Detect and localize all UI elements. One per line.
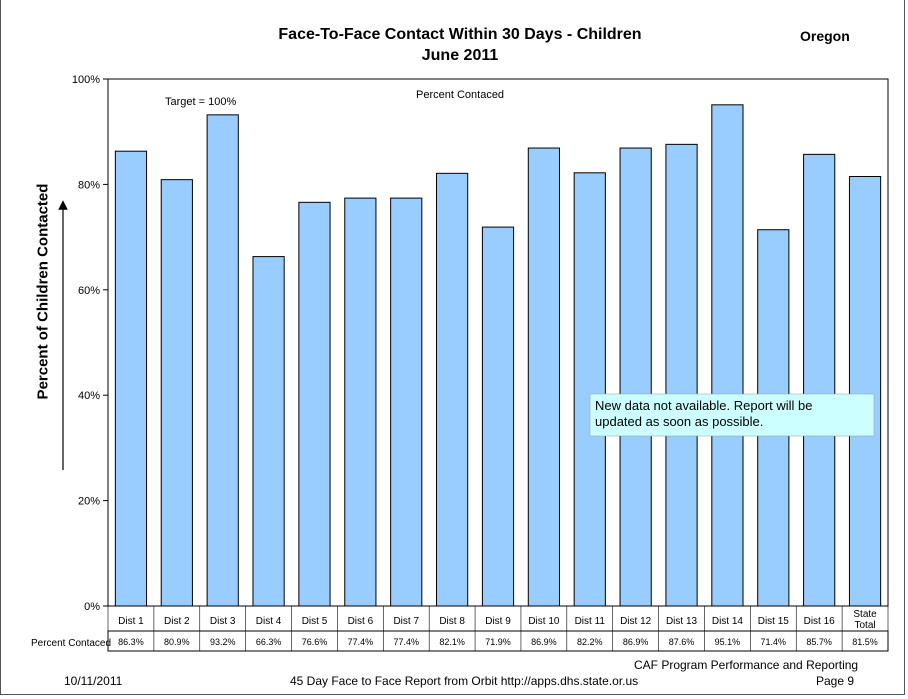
state-label: Oregon <box>800 28 850 44</box>
data-label: 87.6% <box>669 637 695 647</box>
footer-dept: CAF Program Performance and Reporting <box>634 658 859 672</box>
footer-date: 10/11/2011 <box>64 674 123 688</box>
bar-chart: 0%20%40%60%80%100% Dist 1 Dist 2 Dist 3 Dis… <box>31 74 889 652</box>
data-label: 86.9% <box>531 637 557 647</box>
y-tick-label: 20% <box>78 496 100 508</box>
bar <box>252 256 285 607</box>
bar <box>527 147 560 607</box>
notice-line-2: updated as soon as possible. <box>595 414 763 429</box>
x-tick-label: Dist 14 <box>712 616 744 627</box>
data-label: 86.3% <box>118 637 144 647</box>
bar <box>160 179 193 607</box>
x-tick-label: Dist 2 <box>164 616 190 627</box>
data-label: 66.3% <box>256 637 282 647</box>
table-row-frame <box>107 630 889 652</box>
x-tick-label: Dist 9 <box>485 616 511 627</box>
x-tick-label: Dist 1 <box>118 616 144 627</box>
data-label: 95.1% <box>715 637 741 647</box>
bar <box>344 197 377 607</box>
x-tick-label: Dist 5 <box>302 616 328 627</box>
x-tick-label: Dist 12 <box>620 616 652 627</box>
x-tick-label: Dist 10 <box>528 616 560 627</box>
bar <box>436 172 469 607</box>
x-tick-label: Dist 7 <box>393 616 419 627</box>
data-label: 71.4% <box>761 637 787 647</box>
bar <box>298 201 331 607</box>
footer-source: 45 Day Face to Face Report from Orbit ht… <box>290 674 639 688</box>
table-row-label: Percent Contaced <box>31 638 111 649</box>
bar <box>619 147 652 607</box>
table-row: 86.3% 80.9% 93.2% 66.3% 76.6% 77.4% 77.4% 82.1%… <box>118 631 878 651</box>
y-tick-label: 80% <box>78 179 100 191</box>
x-tick-labels: Dist 1 Dist 2 Dist 3 Dist 4 Dist 5 Dist 6 Dist… <box>107 606 889 631</box>
data-label: 81.5% <box>852 637 878 647</box>
data-label: 71.9% <box>485 637 511 647</box>
bar <box>803 153 836 607</box>
y-tick-label: 60% <box>78 285 100 297</box>
data-label: 86.9% <box>623 637 649 647</box>
x-tick-label: Dist 8 <box>439 616 465 627</box>
notice-line-1: New data not available. Report will be <box>595 398 813 413</box>
bar <box>206 114 239 607</box>
data-label: 76.6% <box>302 637 328 647</box>
bar <box>481 226 515 607</box>
x-tick-label: Dist 13 <box>666 616 698 627</box>
bar <box>848 175 882 607</box>
y-tick-label: 40% <box>78 390 100 402</box>
notice-box: New data not available. Report will be u… <box>589 393 875 437</box>
chart-title: Face-To-Face Contact Within 30 Days - Ch… <box>278 26 642 43</box>
bar <box>711 104 744 607</box>
x-tick-label: Dist 6 <box>348 616 374 627</box>
x-tick-label: Dist 4 <box>256 616 282 627</box>
data-label: 85.7% <box>806 637 832 647</box>
data-label: 82.2% <box>577 637 603 647</box>
footer-page: Page 9 <box>816 674 855 688</box>
x-tick-label: Dist 15 <box>758 616 790 627</box>
data-label: 93.2% <box>210 637 236 647</box>
series-title: Percent Contaced <box>416 89 504 101</box>
x-tick-label: Dist 3 <box>210 616 236 627</box>
x-tick-label: Dist 16 <box>804 616 836 627</box>
x-tick-label: State Total <box>853 609 877 631</box>
data-label: 77.4% <box>393 637 419 647</box>
bar <box>390 197 423 607</box>
bar <box>665 143 698 607</box>
y-tick-label: 100% <box>72 74 100 86</box>
bar <box>573 172 606 607</box>
bar <box>114 150 148 607</box>
data-label: 80.9% <box>164 637 190 647</box>
bars <box>114 104 882 607</box>
data-label: 82.1% <box>439 637 465 647</box>
y-ticks: 0% 20% 40% 60% 80% 100% <box>72 74 108 613</box>
data-label: 77.4% <box>348 637 374 647</box>
y-tick-label: 0% <box>84 601 100 613</box>
chart-subtitle: June 2011 <box>421 47 499 64</box>
x-tick-label: Dist 11 <box>575 616 606 627</box>
target-annotation: Target = 100% <box>165 96 236 108</box>
